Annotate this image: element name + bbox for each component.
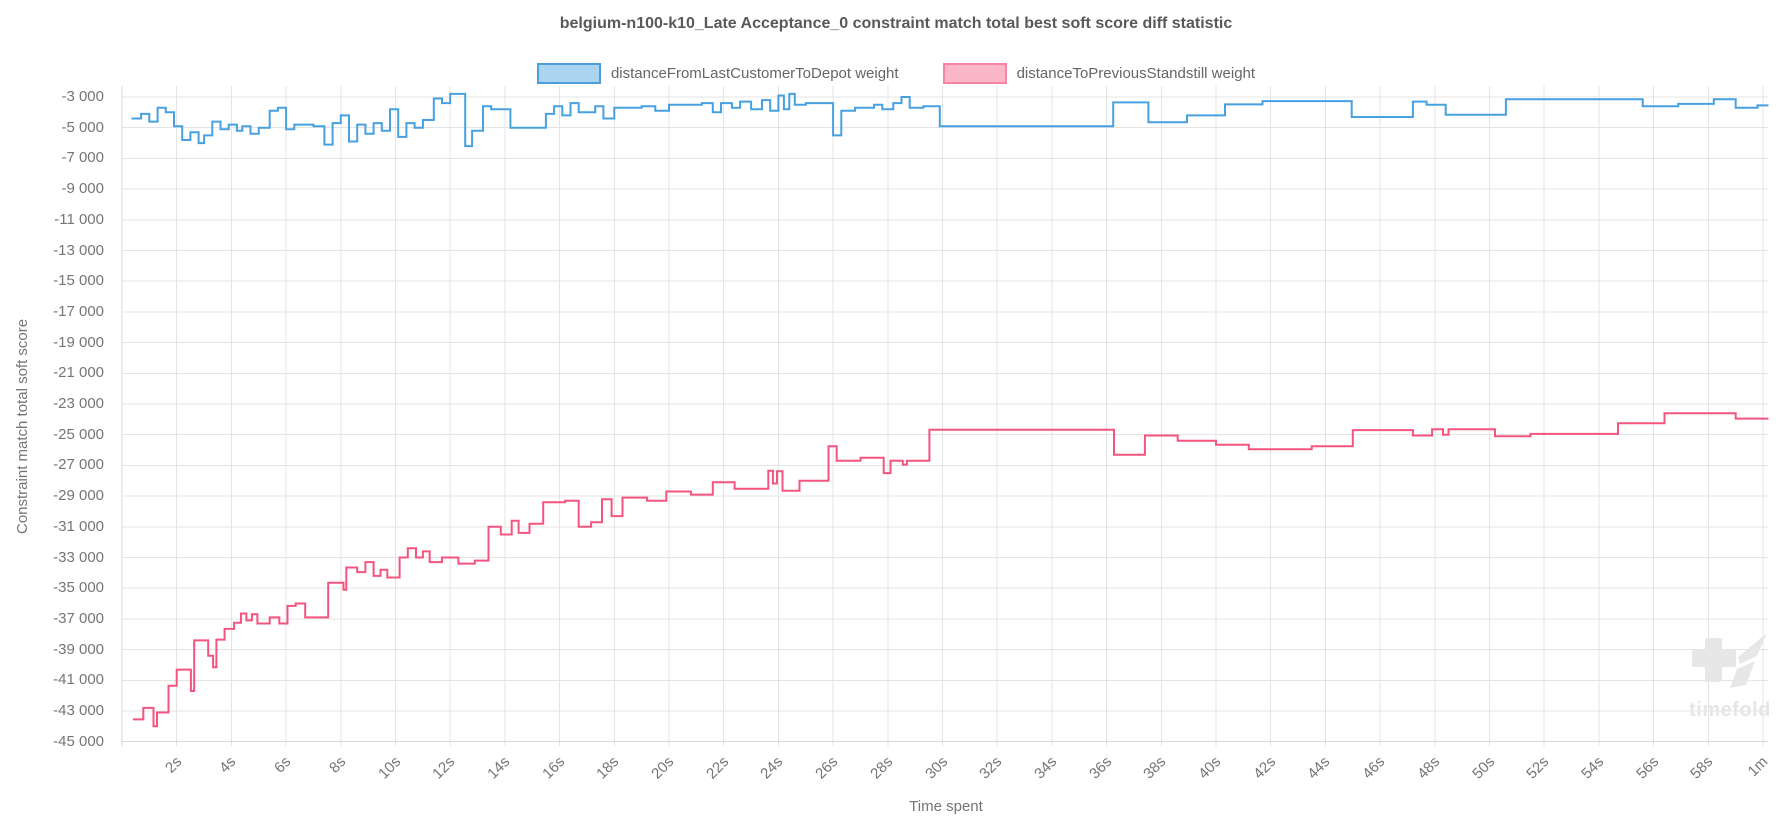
y-tick-label: -25 000 — [53, 426, 104, 443]
y-tick-label: -37 000 — [53, 610, 104, 627]
legend: distanceFromLastCustomerToDepot weight d… — [0, 63, 1792, 84]
y-tick-label: -11 000 — [54, 211, 104, 228]
timefold-logo-icon — [1692, 633, 1767, 688]
y-tick-label: -15 000 — [53, 272, 104, 289]
legend-item-distance-from-last-customer[interactable]: distanceFromLastCustomerToDepot weight — [536, 63, 899, 84]
y-tick-label: -31 000 — [53, 518, 104, 535]
series-line-pink[interactable] — [132, 412, 1769, 728]
chart-title: belgium-n100-k10_Late Acceptance_0 const… — [559, 15, 1233, 32]
x-axis-title: Time spent — [909, 798, 983, 815]
y-tick-label: -43 000 — [53, 702, 104, 719]
y-axis-title: Constraint match total soft score — [14, 318, 31, 534]
y-tick-label: -23 000 — [53, 395, 104, 412]
y-tick-label: -45 000 — [53, 733, 104, 750]
legend-label: distanceFromLastCustomerToDepot weight — [610, 65, 899, 82]
legend-swatch-blue — [536, 63, 601, 84]
y-tick-label: -29 000 — [53, 487, 104, 504]
y-tick-label: -3 000 — [61, 88, 104, 105]
y-tick-label: -13 000 — [53, 242, 104, 259]
legend-item-distance-to-previous-standstill[interactable]: distanceToPreviousStandstill weight — [942, 63, 1256, 84]
y-tick-label: -27 000 — [53, 456, 104, 473]
y-tick-label: -9 000 — [61, 180, 104, 197]
legend-label: distanceToPreviousStandstill weight — [1016, 65, 1256, 82]
y-tick-label: -39 000 — [53, 641, 104, 658]
y-tick-label: -41 000 — [53, 671, 104, 688]
y-tick-label: -33 000 — [53, 549, 104, 566]
legend-swatch-pink — [942, 63, 1007, 84]
watermark-text: timefold — [1689, 699, 1771, 721]
y-tick-label: -19 000 — [53, 334, 104, 351]
series-line-blue[interactable] — [131, 92, 1769, 148]
watermark: timefold — [1688, 630, 1772, 722]
y-tick-label: -7 000 — [61, 149, 104, 166]
y-tick-label: -5 000 — [61, 119, 104, 136]
y-tick-label: -17 000 — [53, 303, 104, 320]
y-tick-label: -21 000 — [53, 364, 104, 381]
y-tick-label: -35 000 — [53, 579, 104, 596]
